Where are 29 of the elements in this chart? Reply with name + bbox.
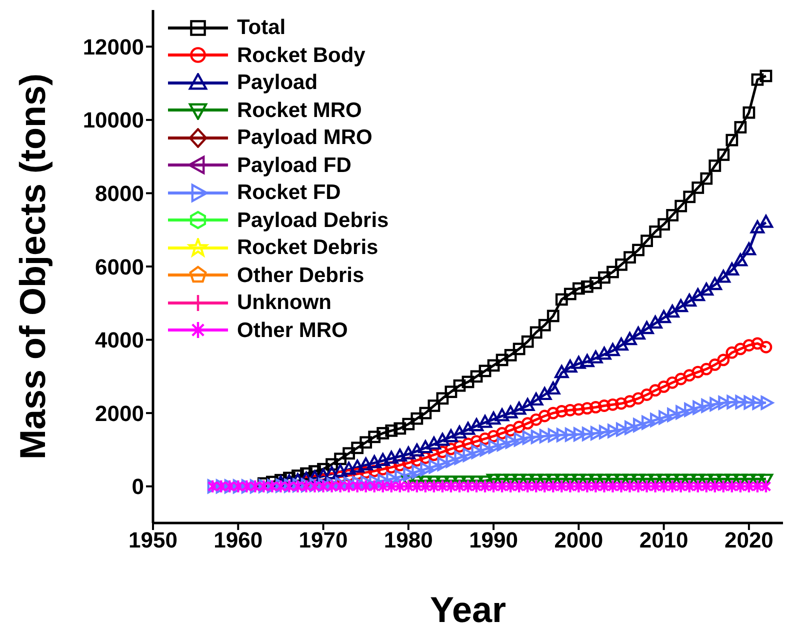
legend-label: Payload (237, 70, 318, 96)
y-tick-label: 10000 (82, 108, 144, 133)
x-tick-label: 2010 (639, 528, 688, 553)
legend-label: Total (237, 15, 286, 41)
legend-label: Other Debris (237, 262, 364, 288)
legend-label: Payload Debris (237, 208, 389, 234)
legend-label: Unknown (237, 290, 332, 316)
legend-label: Rocket Body (237, 42, 366, 68)
legend-label: Rocket Debris (237, 235, 378, 261)
x-tick-label: 1990 (469, 528, 518, 553)
y-tick-label: 8000 (95, 181, 144, 206)
x-axis-title: Year (430, 589, 506, 630)
y-axis-title: Mass of Objects (tons) (12, 73, 53, 460)
y-tick-label: 12000 (82, 34, 144, 60)
x-tick-label: 1980 (384, 528, 433, 553)
y-tick-label: 4000 (95, 328, 144, 353)
legend-label: Rocket FD (237, 180, 341, 206)
y-tick-label: 0 (132, 474, 144, 500)
y-tick-label: 6000 (95, 254, 144, 280)
x-tick-label: 1960 (214, 528, 263, 553)
x-tick-label: 1970 (298, 528, 348, 553)
x-tick-label: 2020 (724, 528, 774, 553)
y-tick-label: 2000 (95, 400, 144, 426)
legend-label: Payload MRO (237, 125, 372, 151)
x-tick-label: 1950 (128, 528, 178, 553)
x-tick-label: 2000 (554, 528, 604, 553)
legend-label: Rocket MRO (237, 98, 362, 124)
legend-label: Payload FD (237, 152, 352, 178)
legend-label: Other MRO (237, 318, 348, 344)
